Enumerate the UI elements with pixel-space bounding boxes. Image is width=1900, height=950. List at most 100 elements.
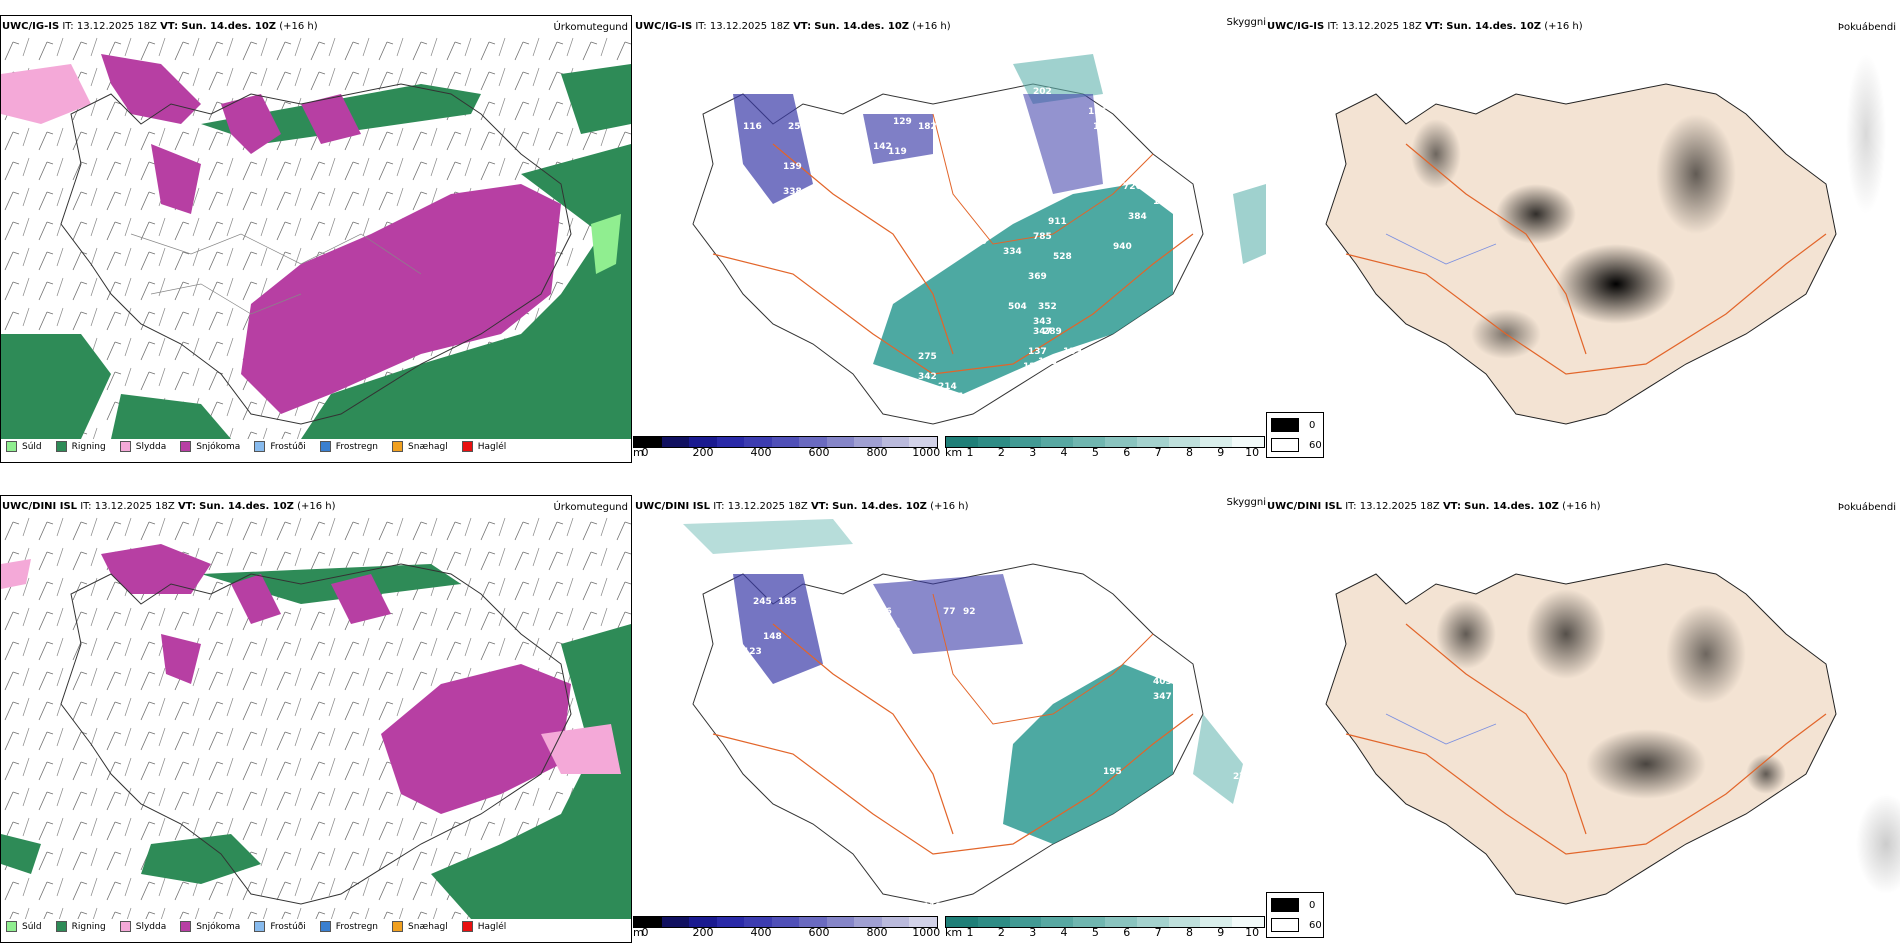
cloud-base-label: 69 bbox=[1043, 607, 1056, 617]
precip-type-panel-igis: UWC/IG-IS IT: 13.12.2025 18Z VT: Sun. 14… bbox=[0, 15, 632, 463]
cloud-base-label: 155 bbox=[1088, 107, 1107, 117]
cloud-base-label: 118 bbox=[923, 902, 942, 912]
precip-frame bbox=[0, 495, 632, 943]
cloud-base-label: 139 bbox=[1063, 347, 1082, 357]
panel-title: Þokuábendi bbox=[1837, 502, 1896, 513]
vis-bar-unit: km bbox=[945, 446, 963, 459]
cloud-base-label: 137 bbox=[1028, 347, 1047, 357]
cloud-base-label: 136 bbox=[773, 87, 792, 97]
fog-legend-item-0: 0 bbox=[1271, 418, 1315, 432]
cloud-base-label: 334 bbox=[1003, 247, 1022, 257]
cloud-base-label: 151 bbox=[1153, 197, 1172, 207]
cloud-base-label: 338 bbox=[783, 187, 802, 197]
panel-header: UWC/IG-IS IT: 13.12.2025 18Z VT: Sun. 14… bbox=[2, 21, 318, 33]
fog-legend-item-60: 60 bbox=[1271, 438, 1322, 452]
cloud-base-label: 660 bbox=[1158, 657, 1177, 667]
precip-legend: Súld Rigning Slydda Snjókoma Frostúði Fr… bbox=[6, 921, 520, 932]
fog-index-map bbox=[1266, 514, 1900, 914]
legend-item-snaehagl: Snæhagl bbox=[392, 921, 448, 932]
cloud-base-label: 369 bbox=[1028, 272, 1047, 282]
panel-title: Skyggni bbox=[1226, 497, 1266, 508]
precip-map bbox=[1, 34, 631, 439]
cloud-base-label: 119 bbox=[888, 147, 907, 157]
cloud-base-label: 204 bbox=[1043, 667, 1062, 677]
cloud-base-label: 277 bbox=[1233, 772, 1252, 782]
cloud-bar-ticks: 0 200 400 600 800 1000 bbox=[641, 926, 941, 939]
cloud-base-label: 141 bbox=[928, 717, 947, 727]
fog-legend-item-60: 60 bbox=[1271, 918, 1322, 932]
lead-time: (+16 h) bbox=[279, 21, 318, 32]
legend-item-sudl: Súld bbox=[6, 921, 42, 932]
precip-legend: Súld Rigning Slydda Snjókoma Frostúði Fr… bbox=[6, 441, 520, 452]
cloud-base-label: 148 bbox=[958, 392, 977, 402]
model-name: UWC/IG-IS bbox=[2, 21, 60, 32]
panel-header: UWC/IG-IS IT: 13.12.2025 18Z VT: Sun. 14… bbox=[1267, 21, 1583, 32]
legend-item-haglel: Haglél bbox=[461, 441, 506, 452]
cloud-base-label: 403 bbox=[1153, 677, 1172, 687]
cloud-base-label: 169 bbox=[1178, 202, 1197, 212]
cloud-base-label: 384 bbox=[1128, 212, 1147, 222]
cloud-base-label: 92 bbox=[963, 607, 976, 617]
vis-bar-unit: km bbox=[945, 926, 963, 939]
legend-item-frostudi: Frostúði bbox=[254, 921, 306, 932]
cloud-base-label: 253 bbox=[788, 122, 807, 132]
cloud-base-label: 123 bbox=[728, 557, 747, 567]
fog-index-map bbox=[1266, 34, 1900, 434]
cloud-base-label: 726 bbox=[1123, 182, 1142, 192]
cloud-base-label: 342 bbox=[918, 372, 937, 382]
cloud-base-label: 72 bbox=[888, 627, 901, 637]
vis-bar-ticks: 1 2 3 4 5 6 7 8 9 10 bbox=[966, 926, 1260, 939]
vt-value: Sun. 14.des. 10Z bbox=[181, 21, 277, 32]
cloud-base-label: 202 bbox=[1033, 87, 1052, 97]
cloud-base-label: 53 bbox=[753, 237, 766, 247]
cloud-base-label: 148 bbox=[763, 632, 782, 642]
cloud-base-label: 347 bbox=[1153, 692, 1172, 702]
fog-legend: 0 60 bbox=[1266, 892, 1324, 938]
cloud-base-label: 123 bbox=[743, 647, 762, 657]
visibility-panel-dini: UWC/DINI ISL IT: 13.12.2025 18Z VT: Sun.… bbox=[633, 495, 1266, 943]
legend-item-rigning: Rigning bbox=[55, 921, 106, 932]
panel-header: UWC/DINI ISL IT: 13.12.2025 18Z VT: Sun.… bbox=[2, 501, 336, 512]
legend-item-haglel: Haglél bbox=[461, 921, 506, 932]
visibility-panel-igis: UWC/IG-IS IT: 13.12.2025 18Z VT: Sun. 14… bbox=[633, 15, 1266, 463]
cloud-base-label: 77 bbox=[943, 607, 956, 617]
cloud-base-label: 187 bbox=[1043, 627, 1062, 637]
fog-legend: 0 60 bbox=[1266, 412, 1324, 458]
cloud-base-label: 275 bbox=[918, 352, 937, 362]
cloud-base-label: 82 bbox=[708, 237, 721, 247]
cloud-base-label: 280 bbox=[1033, 652, 1052, 662]
cloud-base-label: 55 bbox=[918, 882, 931, 892]
visibility-colorbar bbox=[945, 916, 1265, 928]
precip-map bbox=[1, 514, 631, 919]
legend-item-slydda: Slydda bbox=[119, 921, 166, 932]
legend-item-snjokoma: Snjókoma bbox=[180, 441, 240, 452]
cloud-base-label: 176 bbox=[768, 562, 787, 572]
cloud-base-label: 145 bbox=[1023, 597, 1042, 607]
cloud-base-label: 182 bbox=[918, 122, 937, 132]
vt-label: VT: bbox=[160, 21, 179, 32]
cloud-base-label: 343 bbox=[1033, 317, 1052, 327]
cloud-base-label: 144 bbox=[923, 402, 942, 412]
fog-legend-item-0: 0 bbox=[1271, 898, 1315, 912]
panel-title: Úrkomutegund bbox=[553, 502, 628, 513]
visibility-colorbar bbox=[945, 436, 1265, 448]
cloud-base-label: 114 bbox=[1083, 607, 1102, 617]
cloud-base-label: 139 bbox=[783, 162, 802, 172]
panel-header: UWC/DINI ISL IT: 13.12.2025 18Z VT: Sun.… bbox=[635, 501, 969, 512]
cloud-base-label: 504 bbox=[1008, 302, 1027, 312]
cloud-base-label: 117 bbox=[778, 202, 797, 212]
cloud-base-label: 123 bbox=[1023, 362, 1042, 372]
vis-bar-ticks: 1 2 3 4 5 6 7 8 9 10 bbox=[966, 446, 1260, 459]
it-label: IT: bbox=[62, 21, 74, 32]
cloud-base-label: 160 bbox=[1093, 122, 1112, 132]
legend-item-frostregn: Frostregn bbox=[319, 921, 378, 932]
legend-item-sudl: Súld bbox=[6, 441, 42, 452]
panel-title: Skyggni bbox=[1226, 17, 1266, 28]
cloud-base-colorbar bbox=[633, 916, 938, 928]
cloud-base-label: 195 bbox=[1103, 767, 1122, 777]
legend-item-frostudi: Frostúði bbox=[254, 441, 306, 452]
precip-type-panel-dini: UWC/DINI ISL IT: 13.12.2025 18Z VT: Sun.… bbox=[0, 495, 632, 943]
cloud-base-label: 85 bbox=[728, 77, 741, 87]
it-value: 13.12.2025 18Z bbox=[76, 21, 157, 32]
